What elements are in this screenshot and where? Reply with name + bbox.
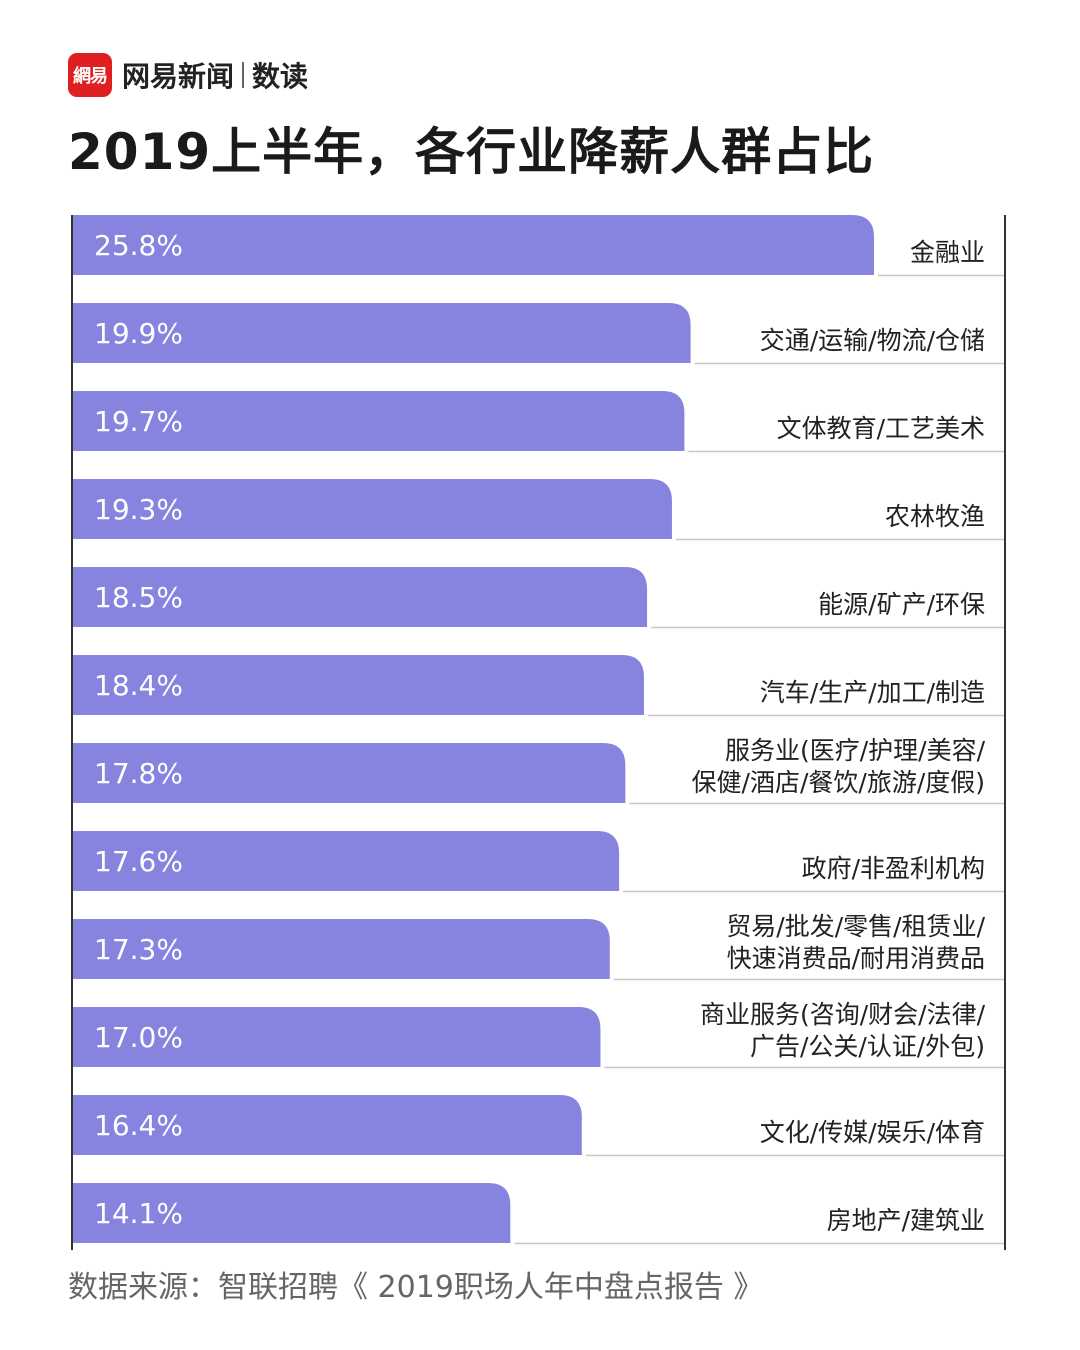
bar [72, 479, 672, 539]
category-label: 服务业(医疗/护理/美容/ [725, 736, 986, 765]
bar-value-label: 19.3% [94, 493, 183, 526]
category-label: 广告/公关/认证/外包) [750, 1032, 985, 1061]
category-label: 政府/非盈利机构 [802, 854, 985, 883]
bar [72, 743, 626, 803]
bar [72, 919, 610, 979]
bar-value-label: 14.1% [94, 1197, 183, 1230]
brand-column-name: 数读 [252, 60, 309, 93]
bar-value-label: 16.4% [94, 1109, 183, 1142]
bar [72, 567, 648, 627]
bar-value-label: 17.8% [94, 757, 183, 790]
bar [72, 303, 691, 363]
chart-title: 2019上半年，各行业降薪人群占比 [68, 123, 875, 181]
data-source-note: 数据来源：智联招聘《 2019职场人年中盘点报告 》 [68, 1270, 764, 1305]
category-label: 保健/酒店/餐饮/旅游/度假) [692, 768, 985, 797]
category-label: 商业服务(咨询/财会/法律/ [700, 1000, 986, 1029]
bar-value-label: 17.3% [94, 933, 183, 966]
bar-value-label: 17.6% [94, 845, 183, 878]
category-label: 能源/矿产/环保 [818, 590, 985, 619]
brand-name: 网易新闻 [122, 60, 235, 93]
bar [72, 215, 874, 275]
bar-value-label: 25.8% [94, 229, 183, 262]
bar-value-label: 17.0% [94, 1021, 183, 1054]
bar [72, 391, 685, 451]
category-label: 房地产/建筑业 [827, 1206, 985, 1235]
bar [72, 1007, 601, 1067]
category-label: 文化/传媒/娱乐/体育 [760, 1118, 985, 1147]
bar [72, 831, 620, 891]
category-label: 贸易/批发/零售/租赁业/ [726, 912, 985, 941]
category-label: 文体教育/工艺美术 [777, 414, 985, 443]
bar [72, 1095, 582, 1155]
bar-value-label: 18.5% [94, 581, 183, 614]
bar-value-label: 18.4% [94, 669, 183, 702]
category-label: 金融业 [910, 238, 985, 267]
brand-divider [242, 62, 245, 88]
bar-value-label: 19.9% [94, 317, 183, 350]
brand: 網易 网易新闻 数读 [68, 52, 308, 98]
netease-logo-icon: 網易 [68, 53, 112, 97]
bar [72, 655, 644, 715]
category-label: 汽车/生产/加工/制造 [760, 678, 985, 707]
bar-value-label: 19.7% [94, 405, 183, 438]
category-label: 交通/运输/物流/仓储 [760, 326, 985, 355]
category-label: 快速消费品/耐用消费品 [727, 944, 985, 973]
bar [72, 1183, 511, 1243]
bar-chart: 25.8% 金融业 19.9% 交通/运输/物流/仓储 19.7% 文体教育/工艺美术 19… [71, 215, 1006, 1250]
category-label: 农林牧渔 [885, 502, 985, 531]
